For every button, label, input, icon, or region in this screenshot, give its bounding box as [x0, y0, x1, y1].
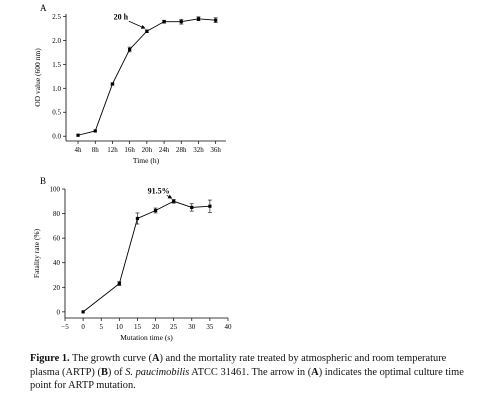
x-tick-label: 28h — [176, 146, 187, 154]
panel-label: A — [40, 3, 47, 13]
caption-text: ) indicates the optimal culture time poi… — [30, 366, 464, 392]
data-point — [110, 82, 115, 86]
annotation-arrow — [166, 194, 173, 199]
data-point — [76, 133, 80, 137]
x-tick-label: 35 — [206, 323, 214, 331]
x-tick-label: 32h — [193, 146, 204, 154]
series-line — [77, 18, 216, 136]
x-tick-label: 8h — [92, 146, 100, 154]
x-tick-label: 36h — [210, 146, 221, 154]
caption-ref-b: B — [100, 366, 108, 378]
y-tick-label: 2.5 — [52, 13, 61, 21]
caption-figure-label: Figure 1. — [30, 353, 70, 364]
data-point — [172, 199, 176, 203]
panel-a: A 0.0 0.5 1.0 1.5 2.0 2.5 4h 8h 12h 16h 20h 24h 28h 32… — [33, 3, 226, 165]
data-point — [214, 18, 218, 22]
caption-text: ) of — [107, 366, 126, 378]
data-point — [145, 29, 149, 33]
x-tick-label: 15 — [134, 323, 142, 331]
y-tick-label: 60 — [53, 235, 61, 243]
data-point — [153, 208, 158, 213]
y-tick-label: 80 — [53, 210, 61, 218]
y-tick-label: 1.0 — [52, 85, 61, 93]
y-axis-label: OD value (600 nm) — [33, 48, 42, 107]
y-tick-label: 0 — [57, 308, 61, 316]
annotation-arrow — [128, 20, 146, 29]
data-point — [93, 129, 97, 133]
x-axis-label: Time (h) — [133, 156, 160, 165]
figure-caption: Figure 1. The growth curve (A) and the m… — [30, 352, 478, 393]
x-tick-label: 0 — [81, 323, 85, 331]
caption-text: ) and the mortality rate treated by atmo… — [30, 353, 447, 378]
x-tick-label: 40 — [225, 323, 233, 331]
y-axis-label: Fatality rate (%) — [32, 228, 41, 278]
data-point — [208, 204, 212, 208]
x-tick-label: 10 — [116, 323, 124, 331]
caption-organism: S. paucimobilis — [125, 366, 190, 378]
x-tick-label: −5 — [61, 323, 69, 331]
y-tick-label: 100 — [50, 186, 61, 194]
y-tick-label: 40 — [53, 259, 61, 267]
data-point — [81, 310, 85, 314]
x-tick-label: 20h — [142, 146, 153, 154]
data-point — [162, 20, 166, 24]
series-line — [82, 200, 210, 313]
caption-text: ATCC 31461. The arrow in ( — [189, 366, 312, 378]
x-tick-label: 30 — [188, 323, 196, 331]
annotation-label: 20 h — [114, 12, 129, 21]
y-tick-label: 0.5 — [52, 109, 61, 117]
data-point — [196, 17, 201, 21]
x-tick-label: 25 — [170, 323, 178, 331]
x-tick-label: 12h — [107, 146, 118, 154]
x-tick-label: 5 — [99, 323, 103, 331]
y-tick-label: 1.5 — [52, 61, 61, 69]
data-point — [128, 47, 132, 52]
data-point — [135, 216, 140, 221]
x-tick-label: 20 — [152, 323, 160, 331]
x-axis-label: Mutation time (s) — [120, 333, 173, 342]
x-tick-label: 16h — [124, 146, 135, 154]
data-point — [190, 205, 194, 210]
y-tick-label: 20 — [53, 284, 61, 292]
annotation-label: 91.5% — [148, 186, 170, 195]
figure: A 0.0 0.5 1.0 1.5 2.0 2.5 4h 8h 12h 16h 20h 24h 28h 32… — [32, 3, 232, 342]
y-tick-label: 2.0 — [52, 37, 61, 45]
x-tick-label: 24h — [159, 146, 170, 154]
panel-label: B — [40, 176, 46, 186]
data-point — [117, 282, 121, 286]
caption-ref-a: A — [151, 353, 160, 364]
y-tick-label: 0.0 — [52, 133, 61, 141]
caption-ref-a: A — [311, 366, 319, 378]
data-point — [179, 20, 183, 24]
x-tick-label: 4h — [75, 146, 83, 154]
caption-text: The growth curve ( — [69, 353, 152, 364]
